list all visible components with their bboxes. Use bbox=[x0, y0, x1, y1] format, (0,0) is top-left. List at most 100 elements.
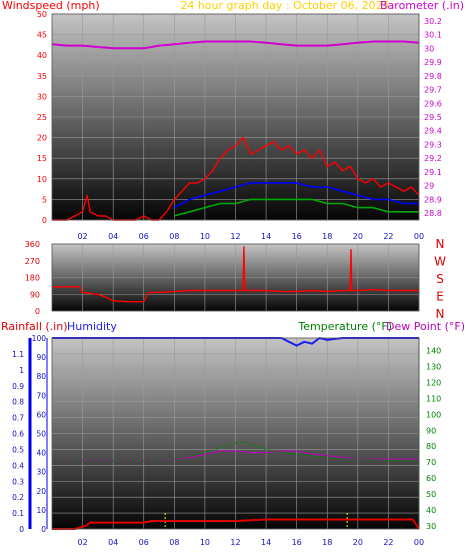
barometer-y-tick-29.6: 29.6 bbox=[424, 99, 442, 108]
wind-panel-x-tick-20: 20 bbox=[353, 232, 363, 241]
humidity-y-tick-20: 20 bbox=[36, 487, 46, 496]
rainfall-y-tick-0.7: 0.7 bbox=[12, 414, 24, 423]
humidity-y-tick-70: 70 bbox=[36, 391, 46, 400]
barometer-y-tick-29: 29 bbox=[424, 182, 434, 191]
barometer-y-tick-29.1: 29.1 bbox=[424, 168, 442, 177]
wind-y-tick-30: 30 bbox=[37, 92, 47, 101]
rain-panel-x-tick-16: 16 bbox=[292, 538, 302, 547]
temperature-y-tick-140: 140 bbox=[426, 347, 441, 356]
rainfall-y-tick-1.1: 1.1 bbox=[12, 350, 24, 359]
barometer-y-tick-28.8: 28.8 bbox=[424, 209, 442, 218]
temperature-y-tick-30: 30 bbox=[426, 522, 436, 531]
rain-panel-x-tick-20: 20 bbox=[353, 538, 363, 547]
humidity-y-tick-0: 0 bbox=[41, 525, 46, 534]
temperature-y-tick-100: 100 bbox=[426, 410, 441, 419]
wind-y-tick-35: 35 bbox=[37, 72, 47, 81]
barometer-y-tick-29.8: 29.8 bbox=[424, 72, 442, 81]
direction-panel-border bbox=[51, 243, 420, 312]
wind-direction-line bbox=[52, 246, 419, 303]
rainfall-y-tick-0.3: 0.3 bbox=[12, 477, 24, 486]
wind-panel-x-tick-00: 00 bbox=[414, 232, 424, 241]
rain-panel-x-tick-10: 10 bbox=[200, 538, 210, 547]
direction-y-tick-360: 360 bbox=[25, 240, 40, 249]
wind-panel-x-tick-10: 10 bbox=[200, 232, 210, 241]
barometer-y-tick-29.9: 29.9 bbox=[424, 58, 442, 67]
humidity-y-tick-50: 50 bbox=[36, 430, 46, 439]
wind-y-tick-15: 15 bbox=[37, 154, 47, 163]
wind-y-tick-0: 0 bbox=[42, 216, 47, 225]
humidity-y-tick-80: 80 bbox=[36, 372, 46, 381]
wind-low-line bbox=[174, 198, 419, 217]
wind-y-tick-25: 25 bbox=[37, 113, 47, 122]
humidity-y-tick-30: 30 bbox=[36, 468, 46, 477]
barometer-y-tick-30.1: 30.1 bbox=[424, 31, 442, 40]
wind-y-tick-45: 45 bbox=[37, 31, 47, 40]
wind-panel-x-tick-08: 08 bbox=[169, 232, 179, 241]
wind-panel-x-tick-04: 04 bbox=[108, 232, 118, 241]
temperature-y-tick-110: 110 bbox=[426, 394, 441, 403]
temperature-y-tick-60: 60 bbox=[426, 474, 436, 483]
wind-average-line bbox=[173, 182, 419, 209]
rainfall-y-tick-0.4: 0.4 bbox=[12, 461, 24, 470]
barometer-y-tick-29.4: 29.4 bbox=[424, 127, 442, 136]
wind-panel-x-tick-12: 12 bbox=[230, 232, 240, 241]
dewpoint-line bbox=[52, 450, 419, 462]
rain-panel-x-tick-06: 06 bbox=[139, 538, 149, 547]
wind-gust-line bbox=[52, 136, 420, 221]
wind-y-tick-10: 10 bbox=[37, 175, 47, 184]
temperature-y-tick-50: 50 bbox=[426, 490, 436, 499]
rainfall-axis-label: Rainfall (.in) bbox=[1, 320, 68, 333]
rain-panel-x-tick-22: 22 bbox=[383, 538, 393, 547]
direction-y-tick-90: 90 bbox=[30, 290, 40, 299]
humidity-y-tick-90: 90 bbox=[36, 353, 46, 362]
barometer-line bbox=[51, 40, 420, 50]
rain-panel-x-tick-08: 08 bbox=[169, 538, 179, 547]
rainfall-y-tick-0.1: 0.1 bbox=[12, 509, 24, 518]
compass-label-1: W bbox=[434, 255, 446, 269]
barometer-y-tick-28.9: 28.9 bbox=[424, 195, 442, 204]
direction-y-tick-270: 270 bbox=[25, 257, 40, 266]
rain-panel-x-tick-02: 02 bbox=[77, 538, 87, 547]
rainfall-y-tick-0.2: 0.2 bbox=[12, 493, 24, 502]
chart-title: 24 hour graph day : October 06, 2025 bbox=[180, 0, 389, 12]
dewpoint-axis-label: Dew Point (°F) bbox=[386, 320, 465, 333]
temperature-axis-label: Temperature (°F) bbox=[297, 320, 392, 333]
temperature-y-tick-70: 70 bbox=[426, 458, 436, 467]
wind-panel-x-tick-18: 18 bbox=[322, 232, 332, 241]
windspeed-axis-label: Windspeed (mph) bbox=[2, 0, 100, 12]
rainfall-line bbox=[52, 518, 420, 530]
temperature-line bbox=[52, 440, 419, 462]
direction-y-tick-180: 180 bbox=[25, 274, 40, 283]
wind-panel-x-tick-22: 22 bbox=[383, 232, 393, 241]
barometer-y-tick-29.3: 29.3 bbox=[424, 140, 442, 149]
humidity-y-tick-10: 10 bbox=[36, 506, 46, 515]
humidity-axis-label: Humidity bbox=[67, 320, 117, 333]
wind-y-tick-40: 40 bbox=[37, 51, 47, 60]
wind-panel-x-tick-02: 02 bbox=[77, 232, 87, 241]
wind-y-tick-50: 50 bbox=[37, 10, 47, 19]
temperature-y-tick-80: 80 bbox=[426, 442, 436, 451]
temperature-y-tick-130: 130 bbox=[426, 363, 441, 372]
compass-label-3: E bbox=[436, 290, 444, 304]
humidity-y-tick-60: 60 bbox=[36, 410, 46, 419]
wind-y-tick-5: 5 bbox=[42, 195, 47, 204]
temperature-y-tick-90: 90 bbox=[426, 426, 436, 435]
wind-panel-x-tick-14: 14 bbox=[261, 232, 271, 241]
rain-panel-x-tick-04: 04 bbox=[108, 538, 118, 547]
rainfall-y-tick-0.5: 0.5 bbox=[12, 445, 24, 454]
rainfall-y-tick-0.9: 0.9 bbox=[12, 382, 24, 391]
rain-panel-x-tick-18: 18 bbox=[322, 538, 332, 547]
wind-panel-border bbox=[51, 13, 420, 221]
temperature-y-tick-40: 40 bbox=[426, 506, 436, 515]
barometer-y-tick-29.2: 29.2 bbox=[424, 154, 442, 163]
direction-y-tick-0: 0 bbox=[35, 307, 40, 316]
rain-panel-border bbox=[51, 337, 420, 530]
compass-label-2: S bbox=[436, 272, 444, 286]
rain-panel-x-tick-12: 12 bbox=[230, 538, 240, 547]
barometer-y-tick-29.7: 29.7 bbox=[424, 86, 442, 95]
rainfall-y-tick-0.6: 0.6 bbox=[12, 430, 24, 439]
rain-panel-x-tick-14: 14 bbox=[261, 538, 271, 547]
wind-panel-x-tick-16: 16 bbox=[292, 232, 302, 241]
